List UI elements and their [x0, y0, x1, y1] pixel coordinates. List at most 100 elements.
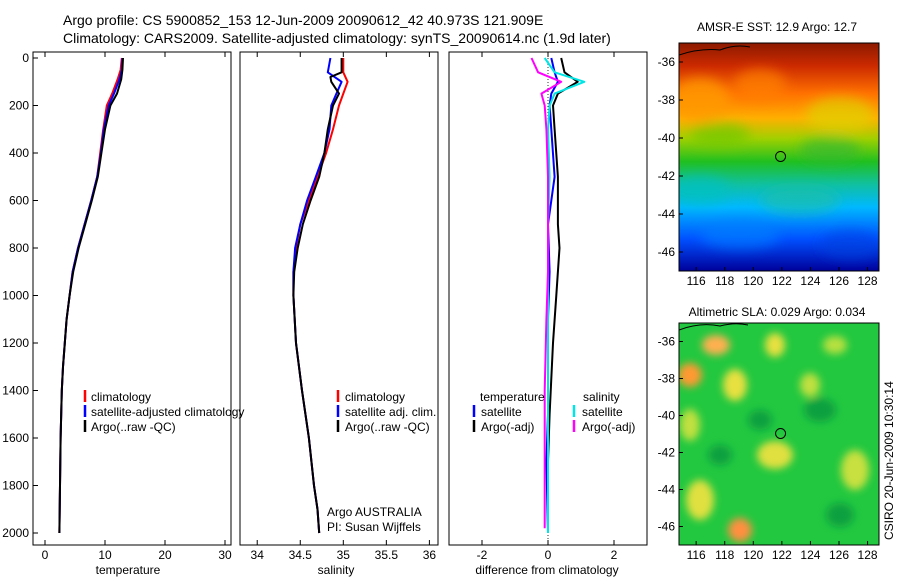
temperature-plot-frame: [32, 51, 232, 546]
salinity-x-axis: 34 34.5 35 35.5 36: [251, 52, 437, 562]
footer-stamp: CSIRO 20-Jun-2009 10:30:14: [882, 381, 896, 540]
legend-label-climatology: climatology: [91, 390, 151, 404]
map-x-tick-label: 116: [687, 274, 706, 288]
map-x-tick-label: 120: [743, 274, 763, 288]
salinity-x-label: salinity: [318, 563, 355, 577]
legend-header-salinity: salinity: [583, 390, 620, 404]
sla-map-x-axis: 116 118 120 122 124 126 128: [687, 541, 878, 562]
sst-map-field: [679, 43, 879, 271]
sst-map-title: AMSR-E SST: 12.9 Argo: 12.7: [697, 20, 857, 34]
sla-profile-marker: [775, 428, 787, 440]
temperature-panel: 0 200 400 600 800 1000 1200 1400 1600 1800 2000 0 1…: [2, 51, 244, 577]
y-tick-label: 1200: [2, 336, 29, 350]
temperature-x-axis: 0 10 20 30: [42, 52, 232, 562]
sla-map-title: Altimetric SLA: 0.029 Argo: 0.034: [689, 305, 866, 319]
map-x-tick-label: 128: [858, 274, 878, 288]
x-tick-label: 2: [611, 548, 618, 562]
difference-series: [530, 52, 586, 545]
x-tick-label: 34: [251, 548, 265, 562]
map-x-tick-label: 126: [829, 274, 849, 288]
x-tick-label: 35: [337, 548, 351, 562]
x-tick-label: 0: [545, 548, 552, 562]
y-tick-label: 600: [9, 194, 29, 208]
sst-profile-marker: [775, 150, 787, 162]
temperature-x-label: temperature: [96, 563, 161, 577]
series-line-salinity-satellite: [543, 57, 586, 533]
x-tick-label: 20: [158, 548, 172, 562]
header-line-1: Argo profile: CS 5900852_153 12-Jun-2009…: [63, 12, 543, 28]
difference-legend: temperature salinity satellite Argo(-adj…: [472, 390, 635, 434]
temperature-y-axis: 0 200 400 600 800 1000 1200 1400 1600 1800 2000: [2, 51, 38, 540]
map-x-tick-label: 124: [800, 548, 820, 562]
y-tick-label: 400: [9, 146, 29, 160]
salinity-panel: 34 34.5 35 35.5 36 climatology satellite adj…: [239, 51, 439, 577]
legend-label-satellite-adj: satellite adj. clim.: [345, 405, 436, 419]
y-tick-label: 200: [9, 99, 29, 113]
map-y-tick-label: -36: [658, 335, 676, 349]
legend-label-sal-argo: Argo(-adj): [582, 420, 635, 434]
x-tick-label: 34.5: [289, 548, 313, 562]
map-y-tick-label: -42: [658, 446, 676, 460]
y-tick-label: 1800: [2, 479, 29, 493]
salinity-annotation-line-2: PI: Susan Wijffels: [327, 520, 421, 534]
map-y-tick-label: -44: [658, 483, 676, 497]
salinity-plot-frame: [239, 51, 439, 546]
legend-label-satellite-adjusted: satellite-adjusted climatology: [91, 405, 244, 419]
sla-map: Altimetric SLA: 0.029 Argo: 0.034: [658, 305, 880, 562]
x-tick-label: 10: [98, 548, 112, 562]
y-tick-label: 0: [22, 51, 29, 65]
map-x-tick-label: 122: [772, 548, 792, 562]
map-x-tick-label: 122: [772, 274, 792, 288]
map-x-tick-label: 126: [829, 548, 849, 562]
sst-map-frame: [678, 42, 880, 272]
sst-map-x-axis: 116 118 120 122 124 126 128: [687, 267, 878, 288]
difference-panel: -2 0 2 temperature salinity satellite Argo…: [448, 51, 648, 577]
map-x-tick-label: 120: [743, 548, 763, 562]
temperature-legend: climatology satellite-adjusted climatolo…: [83, 390, 244, 434]
series-line-salinity-argo-adj: [530, 57, 563, 529]
x-tick-label: 35.5: [375, 548, 399, 562]
map-y-tick-label: -38: [658, 372, 676, 386]
series-line-temperature-argo-adj: [547, 57, 579, 533]
legend-label-temp-satellite: satellite: [481, 405, 522, 419]
x-tick-label: -2: [477, 548, 488, 562]
y-tick-label: 1000: [2, 289, 29, 303]
sst-map: AMSR-E SST: 12.9 Argo: 12.7 116 118 120 122…: [658, 20, 880, 288]
legend-label-climatology: climatology: [345, 390, 405, 404]
sla-map-y-axis: -36 -38 -40 -42 -44 -46: [658, 335, 683, 534]
map-x-tick-label: 118: [715, 548, 734, 562]
legend-label-temp-argo: Argo(-adj): [481, 420, 534, 434]
map-y-tick-label: -46: [658, 520, 676, 534]
map-y-tick-label: -46: [658, 245, 676, 259]
map-x-tick-label: 118: [715, 274, 734, 288]
legend-label-sal-satellite: satellite: [582, 405, 623, 419]
series-line-argo-raw-qc: [292, 58, 343, 534]
map-x-tick-label: 116: [687, 548, 706, 562]
y-tick-label: 2000: [2, 526, 29, 540]
salinity-series: [292, 57, 349, 534]
map-y-tick-label: -38: [658, 93, 676, 107]
sla-map-frame: [678, 322, 880, 546]
temperature-series: [58, 57, 124, 534]
y-tick-label: 1600: [2, 431, 29, 445]
salinity-annotation-line-1: Argo AUSTRALIA: [327, 505, 422, 519]
x-tick-label: 30: [218, 548, 232, 562]
map-x-tick-label: 124: [800, 274, 820, 288]
map-x-tick-label: 128: [858, 548, 878, 562]
legend-label-argo: Argo(..raw -QC): [345, 420, 430, 434]
legend-header-temperature: temperature: [480, 390, 545, 404]
map-y-tick-label: -36: [658, 55, 676, 69]
series-line-climatology: [292, 58, 349, 534]
series-line-argo-raw-qc: [58, 57, 124, 534]
sst-map-y-axis: -36 -38 -40 -42 -44 -46: [658, 55, 683, 259]
y-tick-label: 800: [9, 241, 29, 255]
x-tick-label: 0: [42, 548, 49, 562]
difference-x-axis: -2 0 2: [477, 52, 618, 562]
header-line-2: Climatology: CARS2009. Satellite-adjuste…: [63, 30, 611, 46]
map-y-tick-label: -42: [658, 169, 676, 183]
map-y-tick-label: -40: [658, 131, 676, 145]
legend-label-argo: Argo(..raw -QC): [91, 420, 176, 434]
map-y-tick-label: -44: [658, 207, 676, 221]
x-tick-label: 36: [423, 548, 437, 562]
